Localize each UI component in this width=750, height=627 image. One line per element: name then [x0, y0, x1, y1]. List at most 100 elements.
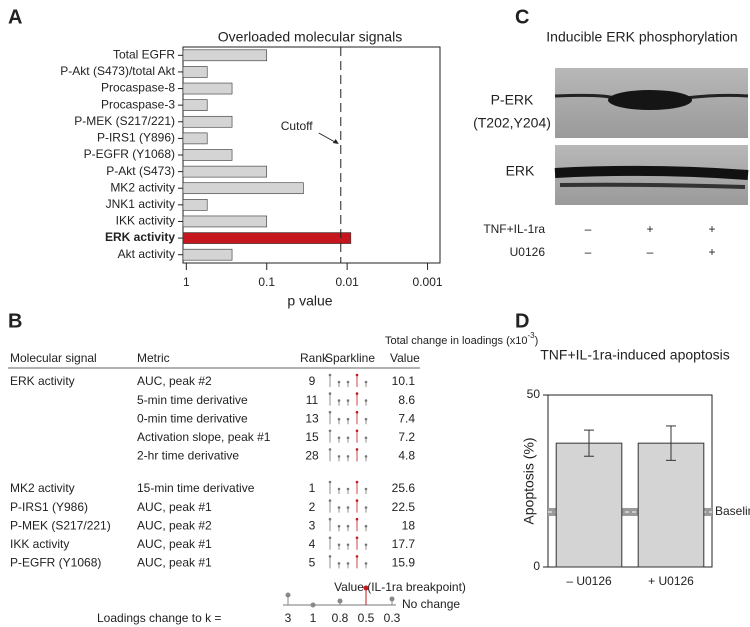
sparkline-dot [328, 499, 332, 502]
bar [182, 199, 208, 211]
bar [182, 165, 268, 178]
sparkline-dot [328, 555, 332, 558]
legend-dot [285, 592, 291, 598]
blot-label: ERK [506, 163, 535, 179]
blot-label: P-ERK [491, 92, 534, 108]
treatment-label: U0126 [510, 245, 546, 259]
x-tick-label: 0.01 [335, 275, 359, 289]
blot-band [608, 90, 692, 110]
bar [182, 215, 268, 228]
treatment-sign: – [585, 245, 592, 259]
sparkline-dot [355, 392, 359, 395]
sparkline-dot [337, 436, 341, 440]
metric-cell: AUC, peak #1 [137, 500, 212, 514]
panel-letter: D [515, 310, 529, 332]
bar [182, 232, 352, 244]
bar [182, 82, 233, 95]
sparkline-dot [364, 399, 368, 402]
panel-letter: A [8, 6, 22, 28]
x-tick-label: 1 [183, 275, 190, 289]
sparkline-dot [328, 536, 332, 540]
sparkline-dot [328, 480, 332, 484]
sparkline-dot [346, 506, 350, 509]
sparkline-dot [346, 436, 350, 440]
y-tick-label: P-Akt (S473)/total Akt [60, 64, 175, 78]
signal-cell: P-EGFR (Y1068) [10, 556, 101, 570]
rank-cell: 2 [309, 500, 316, 514]
sparkline-dot [337, 399, 341, 402]
metric-cell: 5-min time derivative [137, 393, 248, 407]
bar [182, 149, 233, 161]
sparkline-dot [346, 455, 350, 458]
rank-cell: 15 [305, 430, 319, 444]
sparkline-dot [328, 429, 332, 433]
bar [637, 442, 705, 568]
sparkline-dot [364, 524, 368, 528]
bar [182, 99, 208, 111]
sparkline-dot [328, 410, 332, 414]
signal-cell: IKK activity [10, 537, 69, 551]
treatment-sign: + [646, 222, 653, 236]
rank-cell: 28 [305, 449, 319, 463]
sparkline-dot [355, 373, 359, 377]
value-cell: 22.5 [392, 500, 416, 514]
table-title: Total change in loadings (x10-3) [385, 331, 538, 347]
metric-cell: AUC, peak #2 [137, 374, 212, 388]
metric-cell: 0-min time derivative [137, 411, 248, 425]
value-cell: 4.8 [398, 449, 415, 463]
sparkline-dot [337, 417, 341, 421]
signal-cell: ERK activity [10, 374, 75, 388]
sparkline-dot [328, 448, 332, 451]
metric-cell: Activation slope, peak #1 [137, 430, 271, 444]
blot-band [559, 182, 746, 189]
bar [182, 182, 304, 195]
sparkline-dot [364, 380, 368, 384]
value-cell: 25.6 [392, 481, 416, 495]
k-value: 1 [310, 611, 317, 625]
sparkline-dot [364, 436, 368, 440]
rank-cell: 11 [306, 393, 319, 407]
sparkline-dot [346, 399, 350, 402]
sparkline-dot [355, 480, 359, 484]
bar [182, 115, 233, 128]
column-header: Molecular signal [10, 351, 97, 365]
y-tick-label: ERK activity [105, 230, 175, 244]
treatment-sign: + [708, 222, 715, 236]
sparkline-dot [337, 543, 341, 547]
bar [182, 49, 268, 62]
y-tick-label: JNK1 activity [106, 197, 175, 211]
sparkline-dot [337, 455, 341, 458]
signal-cell: P-MEK (S217/221) [10, 518, 111, 532]
x-axis-label: p value [287, 293, 332, 309]
bar [182, 66, 208, 78]
rank-cell: 9 [309, 374, 316, 388]
blot-label: (T202,Y204) [473, 115, 551, 131]
chart-title: TNF+IL-1ra-induced apoptosis [540, 347, 730, 363]
y-tick-label: Procaspase-3 [101, 97, 175, 111]
column-header: Metric [137, 351, 170, 365]
y-tick-label: Total EGFR [113, 47, 175, 61]
sparkline-dot [364, 562, 368, 565]
rank-cell: 13 [305, 411, 319, 425]
metric-cell: AUC, peak #1 [137, 537, 212, 551]
baseline-label: Baseline [715, 504, 750, 518]
treatment-sign: + [708, 245, 715, 259]
y-tick-label: MK2 activity [110, 180, 175, 194]
sparkline-dot [346, 417, 350, 421]
bar [182, 248, 233, 261]
bar [555, 442, 623, 568]
sparkline-dot [337, 487, 341, 491]
y-tick-label: Akt activity [118, 247, 175, 261]
y-tick-label: P-EGFR (Y1068) [84, 147, 175, 161]
treatment-sign: – [585, 222, 592, 236]
metric-cell: 2-hr time derivative [137, 449, 239, 463]
signal-cell: MK2 activity [10, 481, 75, 495]
value-cell: 8.6 [398, 393, 415, 407]
value-cell: 15.9 [392, 556, 416, 570]
k-value: 0.3 [384, 611, 401, 625]
sparkline-dot [355, 410, 359, 414]
metric-cell: 15-min time derivative [137, 481, 255, 495]
column-header: Rank [300, 351, 329, 365]
sparkline-dot [346, 543, 350, 547]
